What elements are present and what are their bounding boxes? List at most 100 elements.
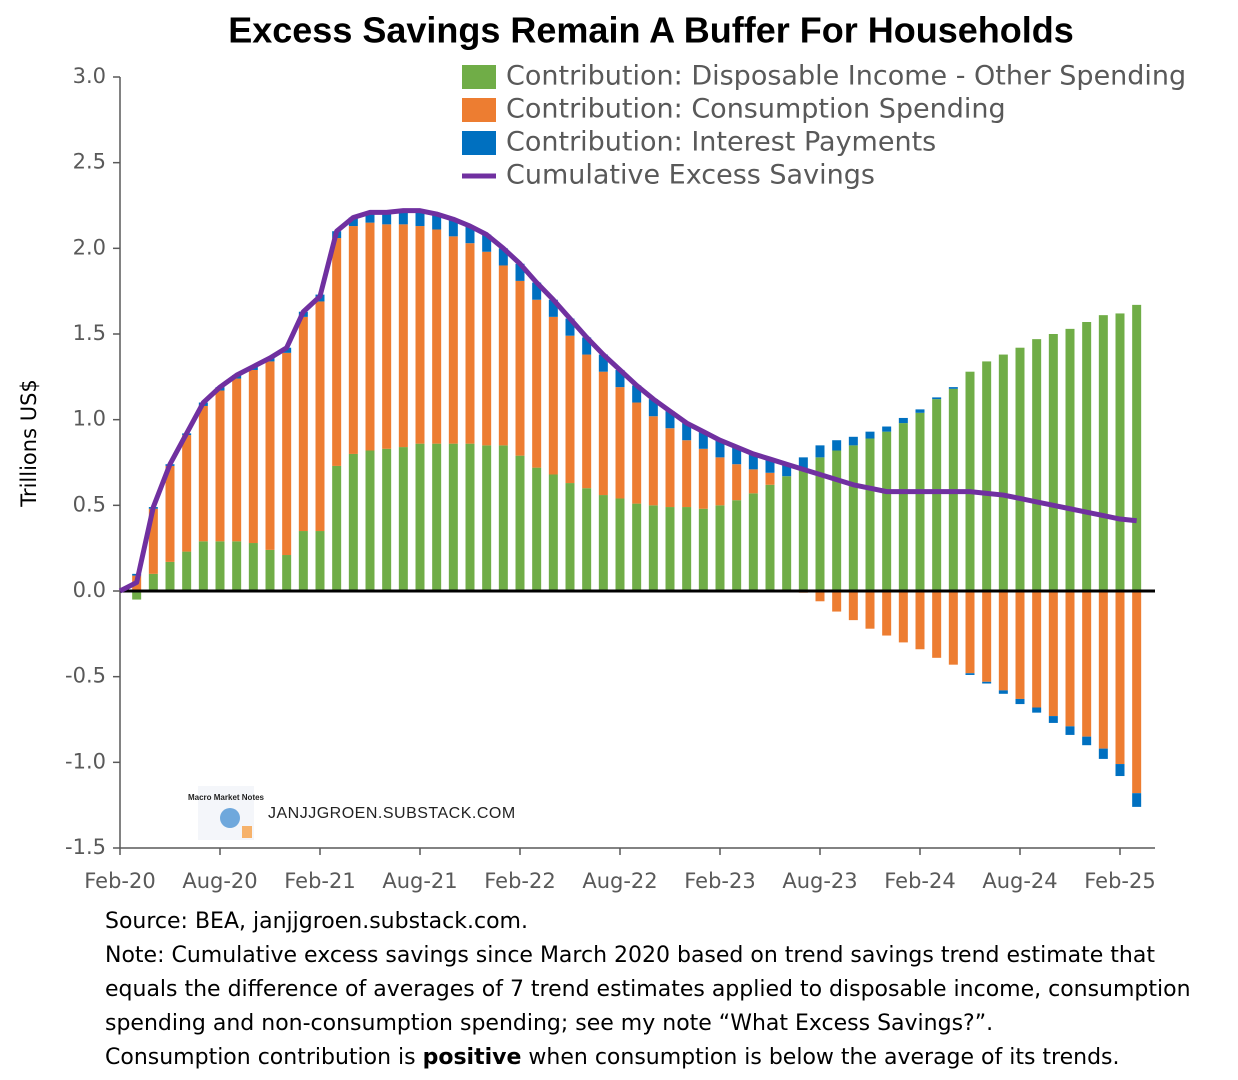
- legend-label: Contribution: Interest Payments: [506, 127, 936, 158]
- bar: [998, 354, 1008, 591]
- bar: [1132, 591, 1142, 794]
- footer: Source: BEA, janjjgroen.substack.com. No…: [105, 905, 1230, 1075]
- bar: [398, 224, 408, 448]
- bar: [215, 390, 225, 542]
- bar: [998, 690, 1008, 694]
- note-line: Note: Cumulative excess savings since Ma…: [105, 943, 1155, 968]
- bar: [265, 361, 275, 550]
- bar: [815, 445, 825, 458]
- bar: [1082, 591, 1092, 737]
- bar: [448, 219, 458, 237]
- legend-label: Cumulative Excess Savings: [506, 160, 875, 191]
- bar: [432, 229, 442, 444]
- bar: [482, 445, 492, 591]
- bar: [1032, 707, 1042, 713]
- bar: [648, 416, 658, 506]
- x-tick-label: Aug-22: [582, 869, 657, 893]
- bar: [832, 591, 842, 612]
- bar: [698, 508, 708, 591]
- bar: [198, 405, 208, 542]
- bar: [732, 464, 742, 501]
- x-tick-label: Feb-25: [1084, 869, 1155, 893]
- bar: [798, 469, 808, 591]
- bar: [815, 591, 825, 602]
- bar: [332, 465, 342, 591]
- bar: [415, 443, 425, 591]
- bar: [582, 354, 592, 489]
- bar: [815, 457, 825, 591]
- bar: [232, 541, 242, 591]
- bar: [748, 453, 758, 470]
- bar: [498, 445, 508, 591]
- bar: [615, 369, 625, 388]
- logo-text: Macro Market Notes: [188, 793, 265, 802]
- legend-swatch: [462, 98, 496, 122]
- bar: [148, 508, 158, 574]
- bar: [832, 440, 842, 451]
- bar: [598, 495, 608, 591]
- bar: [665, 428, 675, 508]
- bar: [798, 457, 808, 470]
- note-text: when consumption is below the average of…: [521, 1045, 1120, 1070]
- x-tick-label: Feb-22: [484, 869, 555, 893]
- y-tick-label: -1.0: [65, 749, 106, 773]
- bar: [865, 438, 875, 591]
- x-tick-label: Feb-21: [284, 869, 355, 893]
- line: [118, 208, 1137, 594]
- logo-icon: [220, 808, 240, 828]
- bar: [998, 591, 1008, 691]
- bar: [565, 318, 575, 336]
- bar: [298, 316, 308, 532]
- bar: [148, 573, 158, 591]
- x-tick-label: Feb-20: [84, 869, 155, 893]
- bar: [265, 549, 275, 591]
- bar: [348, 226, 358, 454]
- bar: [1132, 793, 1142, 807]
- bar: [1065, 328, 1075, 591]
- bar: [498, 248, 508, 266]
- bar: [165, 561, 175, 591]
- bar: [1098, 315, 1108, 591]
- chart-title: Excess Savings Remain A Buffer For House…: [228, 10, 1074, 51]
- legend-swatch: [462, 131, 496, 155]
- bar: [315, 301, 325, 532]
- bar: [632, 385, 642, 403]
- bar: [698, 431, 708, 449]
- note-bold: positive: [422, 1045, 522, 1070]
- bar: [482, 251, 492, 446]
- bar: [1082, 322, 1092, 591]
- bar: [532, 467, 542, 591]
- bar: [582, 337, 592, 355]
- bar: [965, 371, 975, 591]
- bar: [915, 412, 925, 591]
- bar: [565, 335, 575, 484]
- x-tick-label: Aug-24: [982, 869, 1057, 893]
- bar: [682, 423, 692, 441]
- logo-icon: [242, 826, 252, 838]
- bar: [748, 493, 758, 591]
- bar: [965, 673, 975, 675]
- bar: [1115, 591, 1125, 765]
- y-tick-label: -0.5: [65, 664, 106, 688]
- bar: [165, 465, 175, 562]
- bar: [732, 447, 742, 465]
- bar: [398, 210, 408, 225]
- bar: [1132, 304, 1142, 591]
- watermark: JANJJGROEN.SUBSTACK.COM: [268, 805, 516, 822]
- bar: [715, 505, 725, 591]
- bar: [682, 507, 692, 591]
- bar: [848, 591, 858, 621]
- bar: [932, 397, 942, 400]
- bar: [748, 469, 758, 494]
- legend-label: Contribution: Disposable Income - Other …: [506, 61, 1186, 92]
- bar: [1065, 591, 1075, 727]
- bar: [982, 681, 992, 684]
- bar: [682, 440, 692, 508]
- bar: [915, 409, 925, 413]
- bar: [365, 222, 375, 451]
- bar: [648, 399, 658, 417]
- bar: [1032, 591, 1042, 708]
- bar: [182, 551, 192, 591]
- bar: [965, 591, 975, 674]
